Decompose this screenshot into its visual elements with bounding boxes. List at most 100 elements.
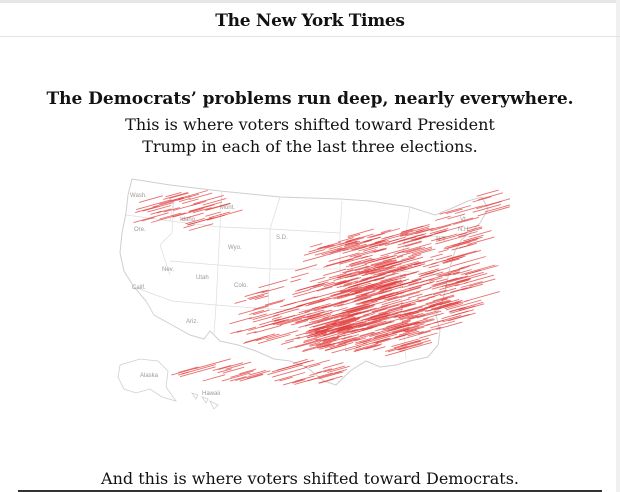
alaska-outline — [117, 358, 177, 402]
shift-arrow — [248, 369, 267, 376]
shift-arrow — [469, 278, 496, 287]
shift-arrow — [399, 299, 423, 307]
shift-arrow — [344, 346, 362, 352]
shift-arrow — [362, 295, 392, 305]
shift-arrow — [345, 309, 372, 318]
shift-arrow — [178, 366, 199, 373]
shift-arrow — [229, 317, 252, 325]
shift-arrow — [327, 365, 350, 373]
shift-arrow — [408, 248, 436, 258]
shift-arrow — [271, 316, 283, 320]
shift-arrow — [317, 335, 352, 346]
label-vt: Vt. — [460, 217, 468, 223]
shift-arrow — [147, 205, 172, 213]
shift-arrow — [372, 337, 392, 344]
shift-arrow — [436, 265, 470, 276]
shift-arrow — [236, 326, 257, 333]
shift-arrow — [382, 257, 396, 262]
shift-arrow — [317, 314, 345, 323]
shift-arrow — [372, 283, 396, 291]
shift-arrow — [349, 283, 382, 294]
shift-arrow — [323, 337, 340, 343]
shift-arrow — [410, 235, 427, 241]
shift-arrow — [357, 296, 386, 306]
label-nh: N.H. — [458, 227, 470, 233]
shift-arrow — [370, 266, 396, 275]
shift-arrow — [418, 268, 440, 276]
shift-arrow — [360, 298, 373, 304]
shift-arrow — [316, 368, 333, 374]
shift-arrow — [398, 330, 431, 341]
shift-arrow — [290, 278, 301, 283]
shift-arrow — [337, 268, 371, 279]
shift-arrow — [400, 224, 430, 234]
shift-arrow — [457, 227, 483, 236]
shift-arrow — [406, 326, 425, 333]
shift-arrow — [380, 247, 410, 257]
shift-arrow — [373, 346, 386, 351]
shift-arrow — [309, 338, 339, 347]
article-dek: This is where voters shifted toward Pres… — [0, 114, 620, 158]
shift-arrow — [405, 241, 422, 248]
shift-arrow — [396, 246, 433, 258]
shift-arrow — [282, 378, 304, 386]
shift-arrow — [362, 308, 388, 316]
shift-arrow — [310, 314, 332, 321]
shift-arrow — [181, 198, 199, 205]
shift-arrow — [436, 233, 458, 241]
shift-arrow — [417, 326, 442, 335]
shift-arrow — [323, 258, 354, 268]
shift-arrow — [352, 327, 373, 334]
shift-arrow — [359, 331, 375, 337]
shift-arrow — [180, 212, 204, 220]
shift-arrow — [178, 197, 191, 203]
shift-arrow — [135, 205, 159, 214]
shift-arrow — [163, 192, 188, 200]
shift-arrow — [171, 367, 198, 376]
shift-arrow — [438, 269, 460, 277]
shift-arrow — [141, 217, 155, 222]
shift-arrow — [340, 311, 359, 318]
shift-arrow — [304, 309, 333, 319]
shift-arrow — [463, 234, 484, 242]
shift-arrow — [443, 239, 478, 250]
shift-arrow — [291, 272, 309, 279]
shift-arrow — [384, 295, 398, 301]
shift-arrow — [305, 329, 320, 335]
shift-arrow — [382, 322, 409, 331]
label-hawaii: Hawaii — [202, 391, 220, 397]
shift-arrow — [355, 290, 373, 297]
shift-arrow — [380, 273, 407, 282]
shift-arrow — [428, 299, 450, 307]
shift-arrow — [447, 213, 466, 220]
shift-arrow — [308, 244, 335, 253]
shift-arrow — [324, 341, 354, 351]
shift-arrow — [142, 202, 174, 212]
shift-arrow — [303, 316, 315, 321]
shift-arrow — [246, 373, 264, 379]
shift-arrows — [133, 189, 510, 386]
shift-arrow — [188, 201, 223, 212]
label-utah: Utah — [196, 275, 209, 281]
nyt-logo[interactable]: The New York Times — [215, 11, 405, 31]
shift-arrow — [221, 372, 251, 382]
shift-arrow — [337, 296, 372, 307]
shift-arrow — [448, 271, 484, 283]
shift-arrow — [415, 287, 431, 293]
masthead: The New York Times — [0, 3, 620, 37]
shift-arrow — [416, 293, 432, 299]
shift-arrow — [314, 247, 343, 256]
shift-arrow — [400, 339, 420, 347]
shift-arrow — [399, 341, 433, 352]
shift-arrow — [297, 281, 329, 291]
shift-arrow — [364, 264, 396, 275]
shift-arrow — [337, 237, 354, 243]
shift-arrow — [362, 246, 379, 252]
shift-arrow — [238, 305, 269, 315]
shift-arrow — [401, 314, 426, 323]
shift-arrow — [322, 362, 344, 369]
shift-arrow — [312, 318, 344, 328]
shift-arrow — [247, 292, 269, 300]
shift-arrow — [337, 327, 364, 337]
shift-arrow — [307, 332, 327, 339]
